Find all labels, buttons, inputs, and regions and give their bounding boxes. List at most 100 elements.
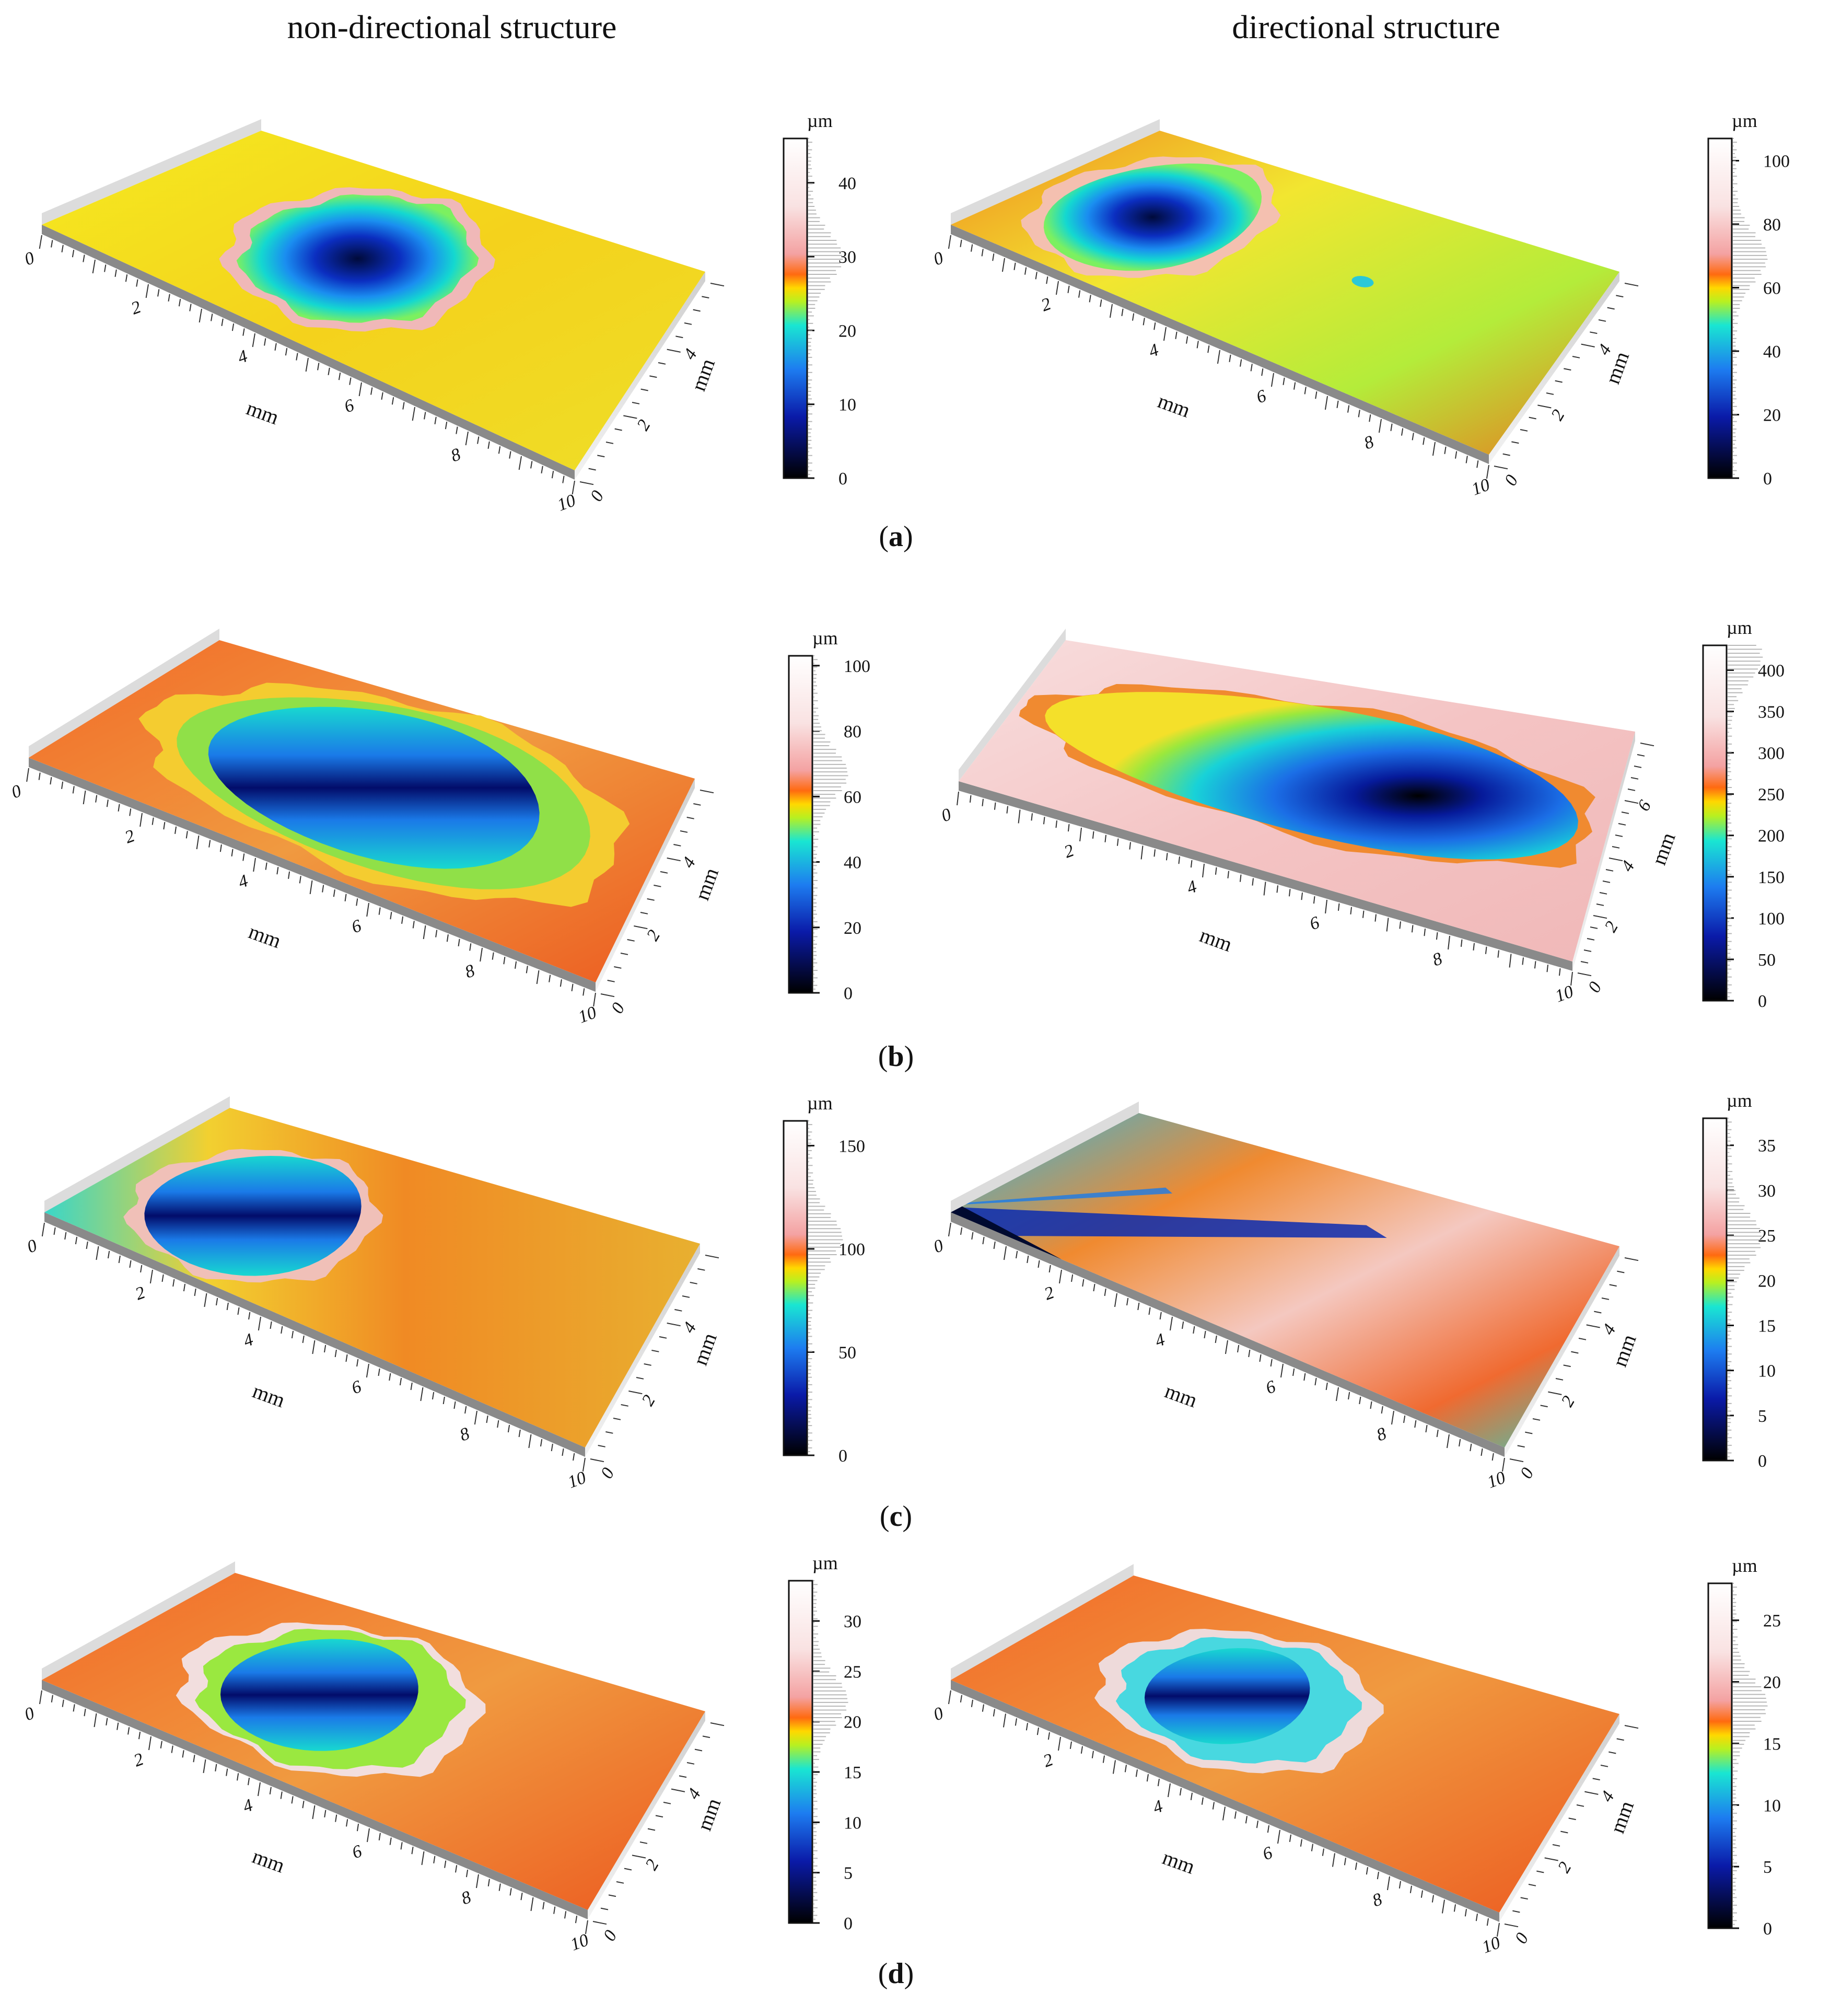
colorbar-unit: µm: [1727, 617, 1752, 638]
y-tick: [1607, 307, 1615, 310]
x-tick: [269, 1787, 272, 1794]
y-tick: [590, 1458, 604, 1463]
x-tick: [356, 1359, 359, 1367]
x-tick: [1304, 387, 1307, 395]
x-tick-label: 8: [459, 1887, 474, 1909]
x-tick: [1509, 954, 1512, 968]
y-tick-label: 2: [638, 1392, 659, 1409]
x-tick: [26, 768, 29, 782]
x-tick: [1006, 806, 1008, 814]
x-tick: [1071, 1274, 1074, 1282]
x-axis-title: mm: [1159, 1845, 1198, 1879]
colorbar-tick-label: 150: [838, 1137, 865, 1156]
x-tick: [1486, 465, 1489, 479]
y-tick: [673, 844, 681, 847]
x-tick: [458, 939, 460, 946]
x-axis-title: mm: [250, 1379, 288, 1412]
x-tick: [446, 934, 449, 942]
y-tick: [651, 1350, 659, 1352]
x-tick: [1324, 396, 1328, 410]
colorbar-tick-label: 100: [838, 1240, 865, 1259]
y-tick-label: 0: [1584, 979, 1606, 996]
y-tick: [710, 1722, 725, 1727]
y-tick: [697, 1268, 705, 1271]
x-tick: [1124, 1765, 1127, 1772]
y-tick: [702, 1735, 710, 1739]
x-tick: [104, 264, 107, 272]
x-tick: [1153, 849, 1156, 857]
x-axis-title: mm: [246, 920, 284, 953]
y-tick: [632, 402, 640, 404]
colorbar-gradient: [1707, 137, 1733, 479]
x-tick-label: 4: [1150, 1797, 1165, 1818]
x-tick: [982, 798, 984, 806]
y-tick: [1593, 915, 1607, 919]
x-tick: [1481, 1448, 1483, 1456]
caption-d: (d): [878, 1957, 914, 1990]
colorbar-tick-label: 100: [844, 657, 870, 676]
x-tick: [412, 407, 415, 421]
y-tick: [686, 817, 694, 819]
x-tick: [1025, 1723, 1028, 1731]
x-tick: [1202, 863, 1205, 878]
x-tick: [1003, 1713, 1006, 1728]
y-tick-label: 0: [600, 1927, 621, 1944]
x-tick: [370, 387, 373, 395]
plate-back-wall: [42, 119, 261, 225]
x-tick: [498, 446, 501, 454]
colorbar-a-left: µm 0 10 20 30 40: [783, 110, 856, 489]
colorbar-tick-label: 100: [1763, 152, 1790, 171]
x-tick: [1425, 1424, 1428, 1433]
x-tick: [1196, 341, 1199, 349]
y-tick: [671, 1788, 685, 1792]
x-tick: [172, 1279, 175, 1287]
x-tick: [140, 1265, 143, 1273]
colorbar-tick-label: 10: [1763, 1796, 1781, 1815]
x-tick: [276, 867, 279, 875]
x-axis-title: mm: [1155, 389, 1193, 422]
x-tick: [1227, 871, 1229, 878]
x-tick-label: 4: [1152, 1330, 1168, 1351]
colorbar-tick-label: 25: [844, 1662, 861, 1682]
x-tick-label: 0: [931, 248, 946, 270]
x-tick: [83, 790, 86, 805]
y-tick: [1624, 800, 1639, 804]
y-tick: [1586, 1324, 1600, 1328]
x-tick: [349, 377, 352, 385]
y-tick: [667, 1323, 681, 1327]
x-tick: [948, 235, 951, 249]
height-histogram: [1728, 1118, 1763, 1457]
x-tick: [572, 480, 575, 495]
x-tick: [1455, 451, 1458, 459]
colorbar-tick-label: 0: [1763, 1919, 1772, 1939]
y-tick: [636, 1377, 644, 1380]
y-tick: [598, 1445, 605, 1447]
y-tick: [1571, 1351, 1579, 1354]
x-tick-label: 8: [462, 961, 477, 982]
x-tick: [1412, 433, 1414, 441]
plate-side-front: [596, 779, 695, 992]
y-tick-label: 0: [597, 1465, 619, 1482]
x-tick: [1252, 878, 1254, 886]
height-histogram: [1733, 1583, 1768, 1925]
y-tick: [1512, 1910, 1520, 1913]
x-tick: [411, 1847, 414, 1855]
x-tick: [178, 299, 181, 307]
y-tick: [1544, 1857, 1558, 1861]
x-tick: [1446, 1434, 1450, 1449]
y-tick: [627, 939, 635, 942]
x-tick: [1475, 1914, 1478, 1921]
x-tick: [1270, 373, 1274, 387]
x-tick: [1399, 921, 1401, 929]
x-tick: [1100, 299, 1102, 307]
x-tick: [1436, 1429, 1439, 1438]
y-tick: [1529, 416, 1536, 420]
x-tick: [1129, 842, 1131, 850]
x-tick: [61, 245, 64, 252]
x-tick: [1431, 1895, 1434, 1903]
colorbar-tick-label: 20: [838, 321, 856, 341]
colorbar-tick-label: 40: [838, 174, 856, 193]
x-tick: [1436, 932, 1438, 940]
x-tick: [1167, 1783, 1171, 1798]
x-tick: [1289, 1834, 1291, 1843]
